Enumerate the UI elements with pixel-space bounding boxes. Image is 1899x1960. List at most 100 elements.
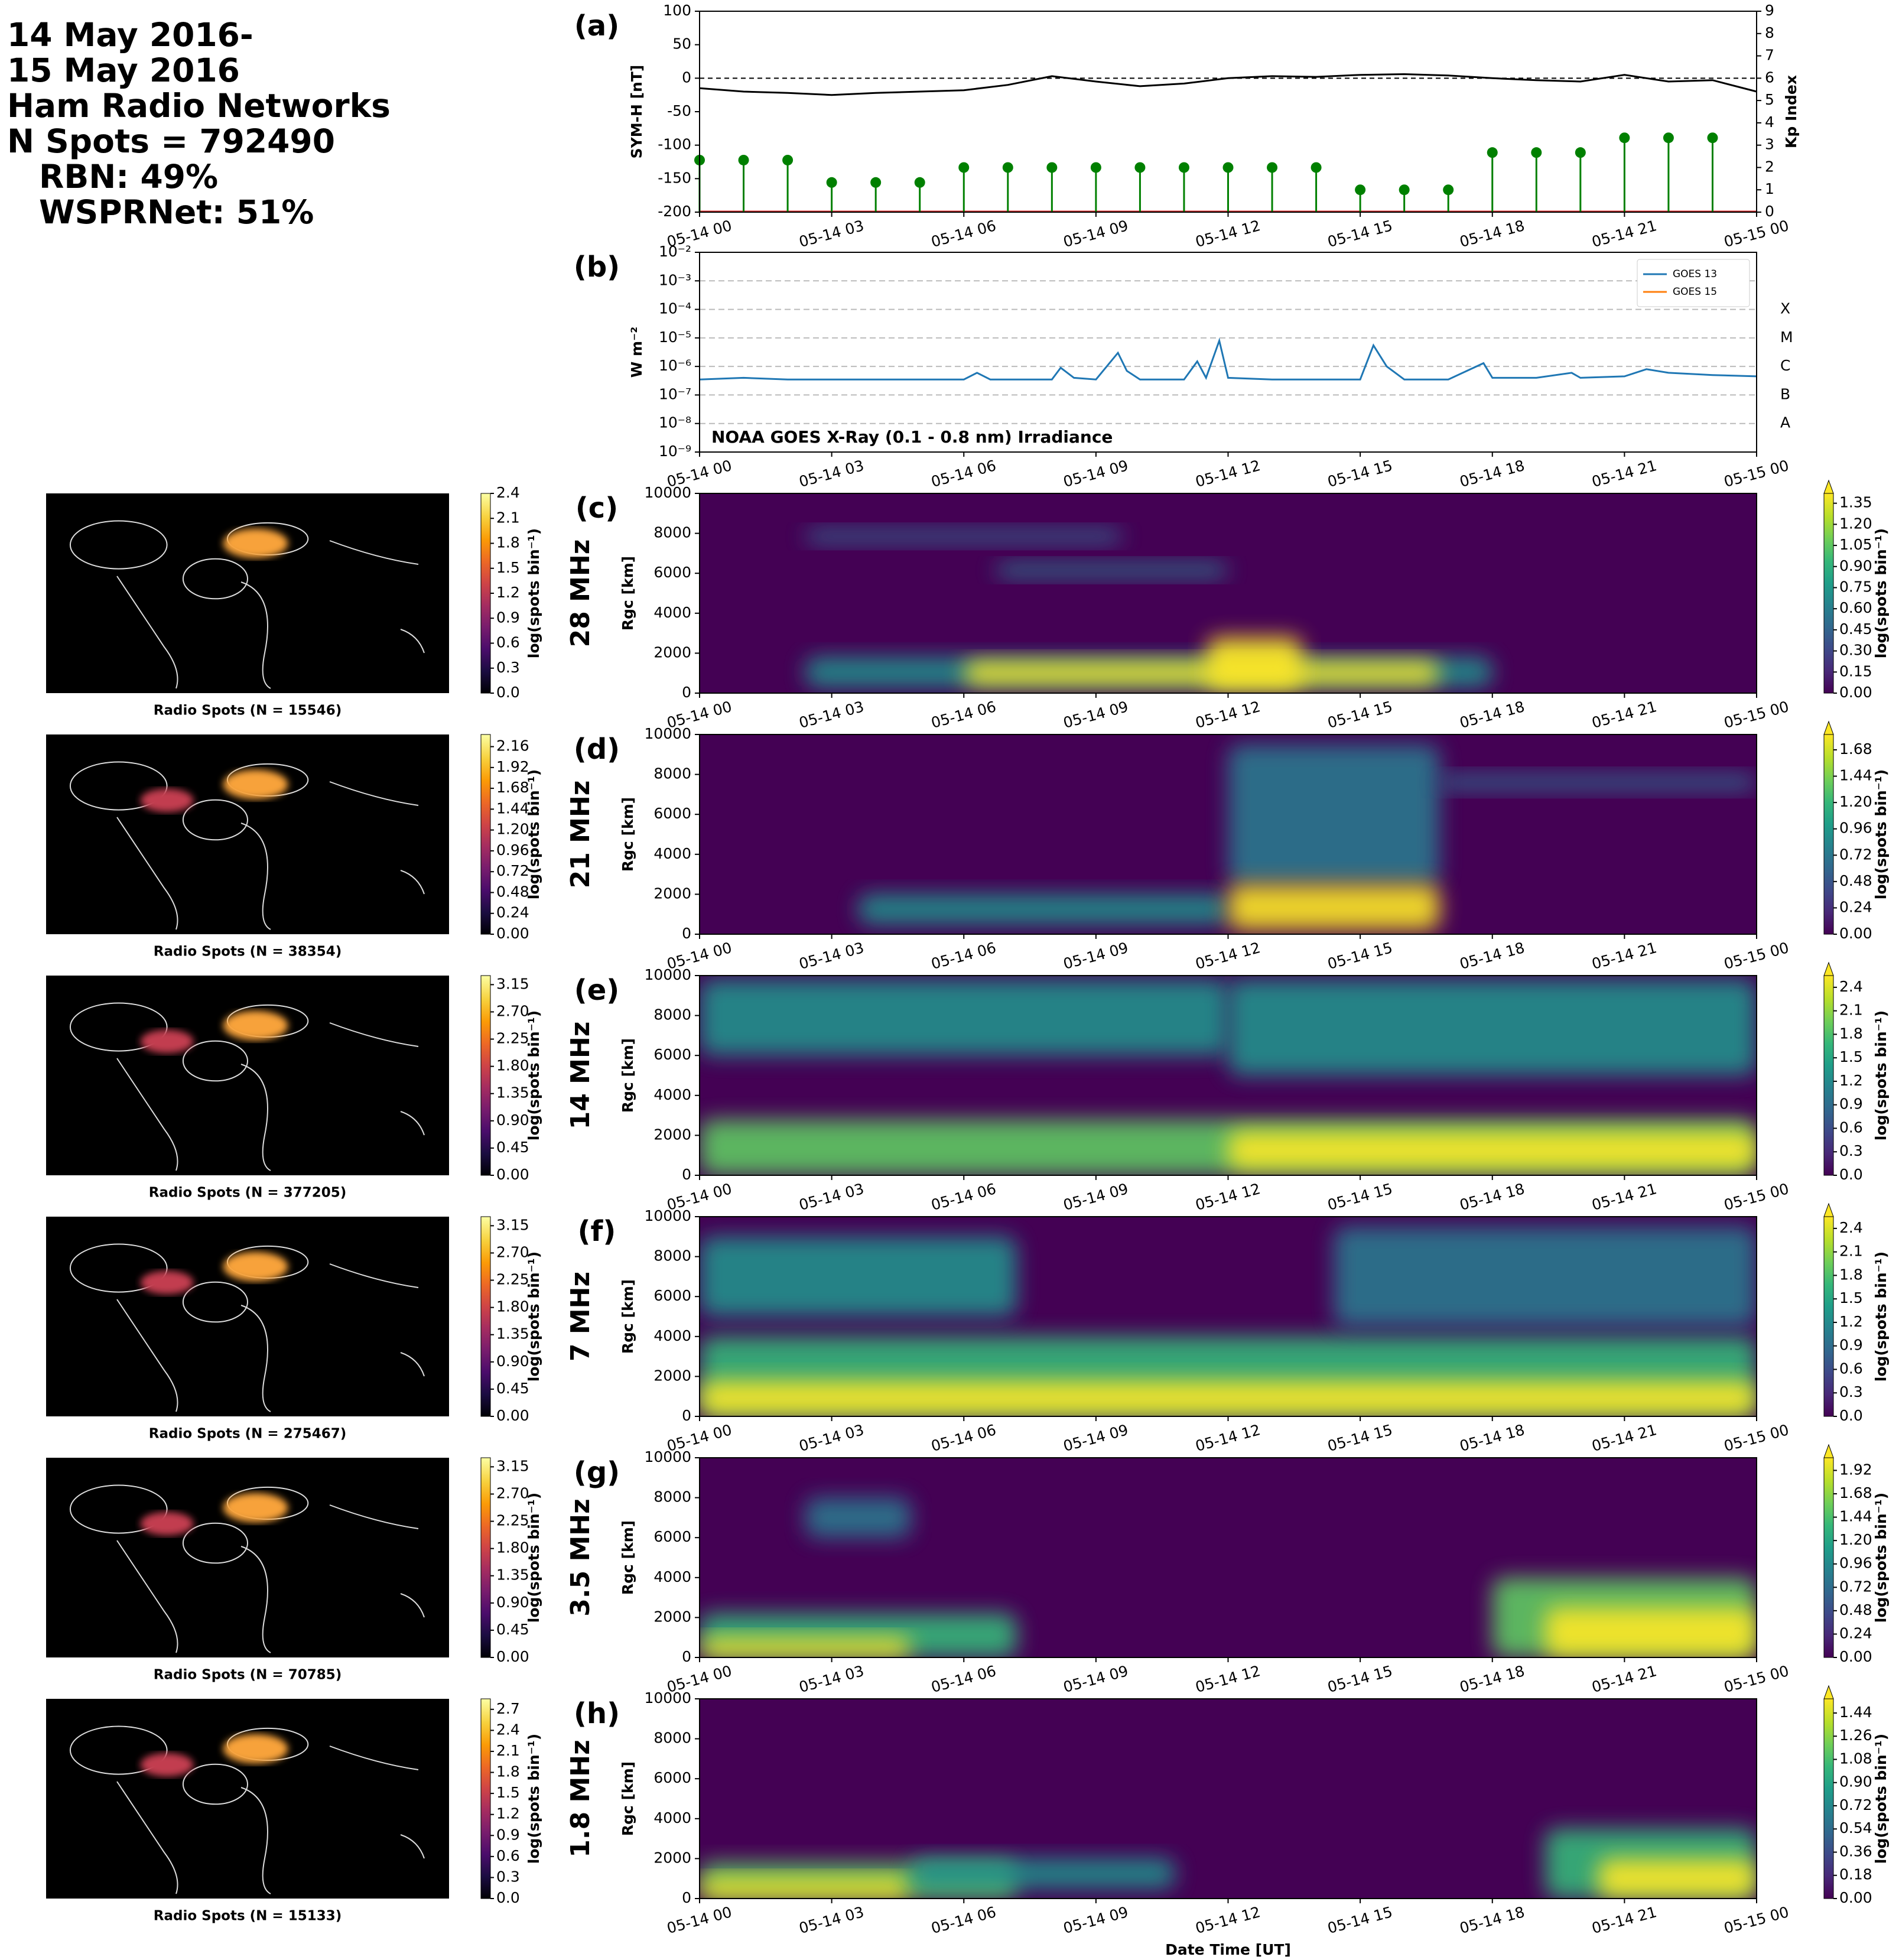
colorbar-tick-label: 1.35 xyxy=(496,1325,529,1343)
colorbar xyxy=(1823,1216,1834,1417)
heatmap-blob xyxy=(1598,1858,1757,1899)
stem-marker xyxy=(1222,162,1234,173)
colorbar-tick-label: 1.8 xyxy=(1839,1025,1863,1042)
y-tick-label: 10000 xyxy=(644,725,691,742)
heatmap-blob xyxy=(858,894,1228,925)
x-tick-label: 05-14 15 xyxy=(1326,1903,1394,1937)
x-tick-label: 05-14 06 xyxy=(929,1903,998,1937)
map-spots xyxy=(140,788,194,812)
y2-tick-label: 4 xyxy=(1765,113,1774,131)
y2-tick-label: 9 xyxy=(1765,2,1774,19)
y-tick-label: -50 xyxy=(667,102,691,119)
y-tick-label: 4000 xyxy=(653,845,691,862)
y-tick-label: 2000 xyxy=(653,643,691,661)
colorbar-tick-label: 0.36 xyxy=(1839,1842,1872,1860)
heatmap-blob xyxy=(1439,774,1757,791)
map-land xyxy=(182,1281,249,1323)
y-tick-label: 0 xyxy=(682,1889,691,1906)
colorbar-tick-label: 1.20 xyxy=(496,821,529,838)
colorbar-tick-label: 0.45 xyxy=(1839,620,1872,638)
stem-marker xyxy=(1707,132,1718,144)
colorbar-tick-label: 1.35 xyxy=(496,1084,529,1101)
colorbar-label: log(spots bin⁻¹) xyxy=(1872,769,1890,899)
colorbar-tick-label: 1.8 xyxy=(496,534,520,551)
x-tick-label: 05-14 18 xyxy=(1458,698,1526,732)
colorbar-tick-label: 1.44 xyxy=(496,799,529,817)
map-land xyxy=(182,1040,249,1082)
x-tick-label: 05-14 09 xyxy=(1061,1421,1130,1455)
x-tick-label: 05-14 21 xyxy=(1590,1903,1659,1937)
x-tick-label: 05-14 03 xyxy=(797,457,866,490)
y-tick-label: 6000 xyxy=(653,1769,691,1786)
map-spots xyxy=(223,1734,288,1764)
y-tick-label: -100 xyxy=(658,136,691,153)
y-tick-label: 6000 xyxy=(653,564,691,581)
colorbar-tick-label: 2.4 xyxy=(496,484,520,501)
data-line xyxy=(699,73,1757,96)
stem-marker xyxy=(958,162,970,173)
colorbar-tick-label: 0.0 xyxy=(1839,1166,1863,1183)
colorbar-tick-label: 1.80 xyxy=(496,1057,529,1074)
y-tick-label: 10⁻⁶ xyxy=(659,357,691,374)
y-tick-label: 2000 xyxy=(653,1608,691,1625)
stem-marker xyxy=(826,177,837,188)
colorbar-tick-label: 0.6 xyxy=(496,634,520,651)
flare-class-label: C xyxy=(1780,357,1790,374)
x-tick-label: 05-14 06 xyxy=(929,1421,998,1455)
x-tick-label: 05-15 00 xyxy=(1722,217,1791,251)
x-tick-label: 05-14 21 xyxy=(1590,1662,1659,1696)
x-tick-label: 05-14 09 xyxy=(1061,698,1130,732)
colorbar-tick-label: 2.1 xyxy=(496,1742,520,1759)
colorbar-tick-label: 0.90 xyxy=(496,1353,529,1370)
heatmap-blob xyxy=(700,1236,1017,1317)
y2-tick-label: 0 xyxy=(1765,203,1774,220)
heatmap xyxy=(700,493,1757,693)
colorbar-tick-label: 0.0 xyxy=(496,1889,520,1906)
colorbar-tick-label: 2.25 xyxy=(496,1030,529,1047)
map-caption: Radio Spots (N = 275467) xyxy=(149,1426,347,1442)
y-tick-label: 0 xyxy=(682,1648,691,1665)
colorbar-tick-label: 0.48 xyxy=(1839,1601,1872,1618)
x-tick-label: 05-14 06 xyxy=(929,939,998,973)
map xyxy=(46,1699,449,1899)
colorbar-tick-label: 3.15 xyxy=(496,1457,529,1474)
colorbar xyxy=(480,493,491,694)
stem-marker xyxy=(1267,162,1278,173)
colorbar-tick-label: 0.00 xyxy=(496,1648,529,1665)
panel-label: (h) xyxy=(574,1697,620,1730)
x-tick-label: 05-14 09 xyxy=(1061,457,1130,490)
colorbar-tick-label: 0.72 xyxy=(1839,846,1872,863)
y-tick-label: 10000 xyxy=(644,1689,691,1707)
colorbar-tick-label: 1.8 xyxy=(1839,1266,1863,1283)
x-tick-label: 05-14 09 xyxy=(1061,939,1130,973)
y-axis-label: Rgc [km] xyxy=(619,1761,636,1836)
stem-marker xyxy=(782,154,794,165)
band-label: 14 MHz xyxy=(565,1022,596,1130)
map-land xyxy=(69,1484,168,1534)
colorbar xyxy=(480,975,491,1176)
colorbar xyxy=(1823,1457,1834,1658)
colorbar-tick-label: 0.6 xyxy=(1839,1119,1863,1136)
colorbar-tick-label: 1.20 xyxy=(1839,793,1872,810)
x-tick-label: 05-14 15 xyxy=(1326,1662,1394,1696)
colorbar-tick-label: 0.90 xyxy=(496,1111,529,1129)
map-spots xyxy=(140,1512,194,1536)
legend-box xyxy=(1637,259,1750,307)
y-tick-label: 10⁻⁹ xyxy=(659,443,691,460)
y-tick-label: 10⁻² xyxy=(659,243,691,260)
heatmap-blob xyxy=(1545,1607,1757,1657)
stem-marker xyxy=(1399,184,1410,196)
flare-class-label: B xyxy=(1780,385,1790,402)
y-tick-label: 10000 xyxy=(644,1207,691,1224)
colorbar-tick-label: 1.5 xyxy=(1839,1289,1863,1306)
colorbar xyxy=(480,1216,491,1417)
map-coast xyxy=(116,540,425,689)
x-tick-label: 05-14 12 xyxy=(1194,457,1262,490)
x-tick-label: 05-14 21 xyxy=(1590,698,1659,732)
heatmap-blob xyxy=(995,563,1228,577)
colorbar-tick-label: 0.96 xyxy=(1839,1555,1872,1572)
colorbar-tick-label: 1.5 xyxy=(1839,1048,1863,1065)
header-line: 15 May 2016 xyxy=(7,51,240,89)
colorbar-tick-label: 2.1 xyxy=(1839,1002,1863,1019)
plot-bg xyxy=(700,252,1757,452)
